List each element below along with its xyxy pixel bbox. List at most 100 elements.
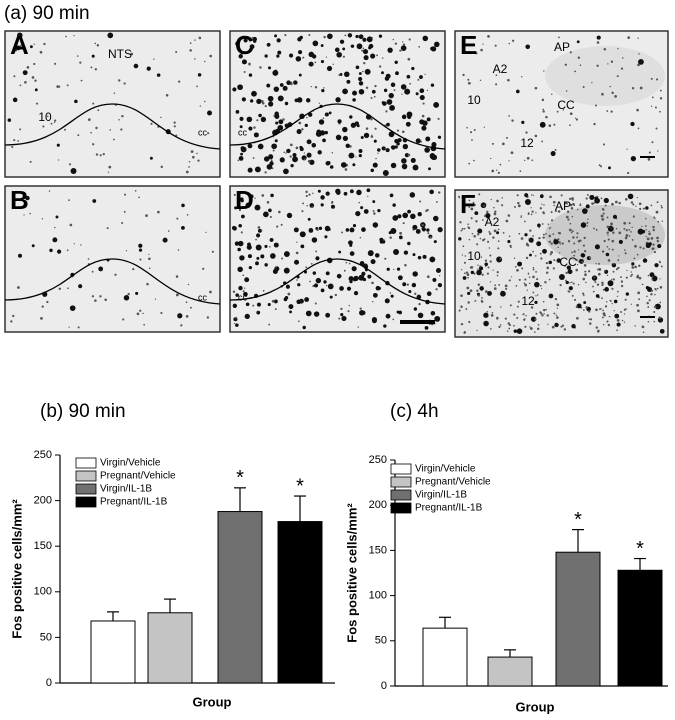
cell-dot <box>507 322 510 325</box>
cell-dot <box>178 80 181 83</box>
cell-dot <box>468 199 471 202</box>
cell-dot <box>499 257 502 260</box>
cell-dot <box>517 201 520 205</box>
cell-dot <box>467 81 471 85</box>
cell-dot <box>622 57 624 59</box>
cell-dot <box>584 270 587 273</box>
cell-dot <box>269 237 274 242</box>
cell-dot <box>630 303 633 305</box>
cell-dot <box>478 193 481 196</box>
cell-dot <box>138 248 143 252</box>
cell-dot <box>372 200 376 204</box>
cell-dot <box>26 65 30 69</box>
cell-dot <box>379 237 384 242</box>
cell-dot <box>554 297 558 301</box>
cell-dot <box>524 198 531 205</box>
cell-dot <box>518 278 521 281</box>
cell-dot <box>364 68 371 75</box>
cell-dot <box>192 155 195 159</box>
cell-dot <box>486 211 488 214</box>
significance-marker: * <box>296 475 304 497</box>
cell-dot <box>54 226 56 229</box>
cell-dot <box>654 217 656 219</box>
cell-dot <box>407 209 411 214</box>
cell-dot <box>429 153 436 159</box>
cell-dot <box>581 260 584 263</box>
cell-dot <box>489 232 492 235</box>
cell-dot <box>249 194 254 199</box>
cell-dot <box>537 294 539 296</box>
cell-dot <box>460 229 463 232</box>
cell-dot <box>142 312 144 315</box>
cell-dot <box>535 212 537 214</box>
cell-dot <box>242 274 245 277</box>
region-label: 12 <box>521 294 535 308</box>
cell-dot <box>549 195 552 199</box>
cell-dot <box>536 241 542 247</box>
cell-dot <box>269 246 271 248</box>
cell-dot <box>460 322 464 326</box>
cell-dot <box>610 222 613 226</box>
cell-dot <box>299 35 303 40</box>
cell-dot <box>458 197 460 199</box>
cell-dot <box>337 119 342 124</box>
cell-dot <box>256 98 262 105</box>
cell-dot <box>462 73 465 77</box>
cell-dot <box>509 244 512 248</box>
cell-dot <box>623 308 626 311</box>
cell-dot <box>427 232 430 235</box>
cell-dot <box>268 66 271 70</box>
cell-dot <box>66 249 69 252</box>
cell-dot <box>659 328 665 334</box>
cell-dot <box>266 83 271 88</box>
cell-dot <box>568 290 571 293</box>
cell-dot <box>606 110 609 112</box>
cell-dot <box>407 57 411 61</box>
cell-dot <box>292 156 298 163</box>
cell-dot <box>526 156 530 160</box>
cell-dot <box>330 204 336 209</box>
cell-dot <box>108 165 112 169</box>
cell-dot <box>358 76 363 82</box>
cell-dot <box>371 316 377 323</box>
cell-dot <box>408 290 412 294</box>
cell-dot <box>375 157 377 160</box>
cell-dot <box>326 65 333 72</box>
cell-dot <box>92 102 95 105</box>
cell-dot <box>370 97 373 100</box>
cell-dot <box>570 231 573 234</box>
cell-dot <box>595 308 598 312</box>
cell-dot <box>384 298 390 304</box>
cell-dot <box>264 105 267 108</box>
micrograph-panel: Ccc <box>229 30 446 178</box>
cell-dot <box>432 277 437 282</box>
cell-dot <box>255 244 262 251</box>
cell-dot <box>258 113 262 118</box>
legend-label: Virgin/Vehicle <box>415 464 476 475</box>
cell-dot <box>255 261 259 266</box>
cell-dot <box>660 265 663 268</box>
cell-dot <box>238 223 242 228</box>
cell-dot <box>342 135 348 142</box>
cell-dot <box>348 276 354 282</box>
cell-dot <box>525 315 527 317</box>
cell-dot <box>349 251 355 256</box>
cell-dot <box>413 307 418 311</box>
cell-dot <box>334 293 337 297</box>
cell-dot <box>631 264 633 267</box>
cell-dot <box>515 285 518 287</box>
legend-label: Pregnant/Vehicle <box>100 471 176 482</box>
cell-dot <box>521 120 525 125</box>
cell-dot <box>259 66 262 69</box>
cell-dot <box>466 286 470 290</box>
cell-dot <box>325 312 331 318</box>
cell-dot <box>312 40 319 47</box>
cell-dot <box>181 203 185 208</box>
cell-dot <box>305 266 308 269</box>
cell-dot <box>274 114 280 119</box>
y-tick-label: 150 <box>34 540 52 552</box>
cell-dot <box>571 215 574 218</box>
region-label: cc <box>238 127 248 137</box>
cell-dot <box>320 203 324 207</box>
